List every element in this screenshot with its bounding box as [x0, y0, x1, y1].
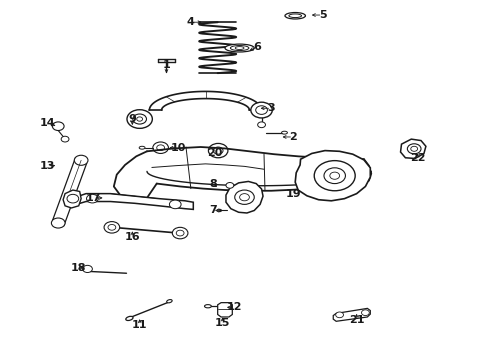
- Circle shape: [208, 143, 227, 158]
- Circle shape: [257, 122, 265, 128]
- Circle shape: [213, 147, 223, 154]
- Circle shape: [74, 155, 88, 165]
- Circle shape: [239, 194, 249, 201]
- Circle shape: [169, 200, 181, 209]
- Text: 12: 12: [226, 302, 242, 312]
- Ellipse shape: [285, 13, 305, 19]
- Circle shape: [172, 227, 187, 239]
- Text: 1: 1: [163, 60, 170, 70]
- Text: 6: 6: [252, 42, 260, 52]
- Ellipse shape: [281, 131, 287, 134]
- Ellipse shape: [166, 300, 172, 303]
- Text: 3: 3: [267, 103, 275, 113]
- Circle shape: [314, 161, 354, 191]
- Circle shape: [410, 146, 417, 151]
- Ellipse shape: [224, 44, 254, 52]
- Circle shape: [82, 265, 92, 273]
- Circle shape: [361, 310, 368, 316]
- Ellipse shape: [230, 45, 248, 50]
- Circle shape: [104, 222, 120, 233]
- Text: 19: 19: [285, 189, 301, 199]
- Circle shape: [335, 312, 343, 318]
- Circle shape: [234, 190, 254, 204]
- Text: 2: 2: [289, 132, 297, 142]
- Circle shape: [133, 114, 146, 124]
- Circle shape: [225, 183, 233, 188]
- Text: 18: 18: [71, 263, 86, 273]
- Text: 15: 15: [214, 319, 230, 328]
- Polygon shape: [53, 157, 86, 226]
- Ellipse shape: [216, 209, 221, 212]
- Ellipse shape: [225, 305, 229, 307]
- Ellipse shape: [125, 316, 133, 320]
- Ellipse shape: [288, 14, 301, 18]
- Circle shape: [153, 142, 168, 153]
- Circle shape: [250, 102, 272, 118]
- Ellipse shape: [235, 46, 244, 49]
- Polygon shape: [217, 303, 232, 317]
- Text: 11: 11: [132, 320, 147, 330]
- Text: 21: 21: [348, 315, 364, 325]
- Ellipse shape: [204, 305, 211, 308]
- Circle shape: [329, 172, 339, 179]
- Text: 8: 8: [208, 179, 216, 189]
- Text: 5: 5: [318, 10, 325, 20]
- Circle shape: [61, 136, 69, 142]
- Text: 16: 16: [124, 232, 140, 242]
- Text: 14: 14: [39, 118, 55, 128]
- Text: 20: 20: [207, 148, 223, 158]
- Polygon shape: [63, 190, 81, 208]
- Text: 4: 4: [186, 17, 194, 27]
- Polygon shape: [295, 150, 369, 201]
- Ellipse shape: [139, 146, 145, 149]
- Circle shape: [108, 225, 116, 230]
- Text: 7: 7: [208, 206, 216, 216]
- Circle shape: [137, 117, 142, 121]
- Circle shape: [324, 168, 345, 184]
- Circle shape: [157, 145, 164, 150]
- Polygon shape: [225, 181, 263, 213]
- Polygon shape: [299, 163, 318, 176]
- Polygon shape: [71, 194, 193, 210]
- Text: 10: 10: [171, 143, 186, 153]
- Polygon shape: [400, 139, 425, 158]
- Circle shape: [67, 194, 79, 203]
- Text: 9: 9: [128, 114, 136, 124]
- Circle shape: [86, 194, 98, 203]
- Circle shape: [255, 106, 267, 114]
- Text: 17: 17: [85, 193, 101, 203]
- Polygon shape: [332, 309, 369, 321]
- Circle shape: [51, 218, 65, 228]
- Circle shape: [52, 122, 64, 131]
- Circle shape: [176, 230, 183, 236]
- Text: 13: 13: [39, 161, 55, 171]
- Circle shape: [407, 144, 420, 154]
- Text: 22: 22: [409, 153, 425, 163]
- Circle shape: [127, 110, 152, 129]
